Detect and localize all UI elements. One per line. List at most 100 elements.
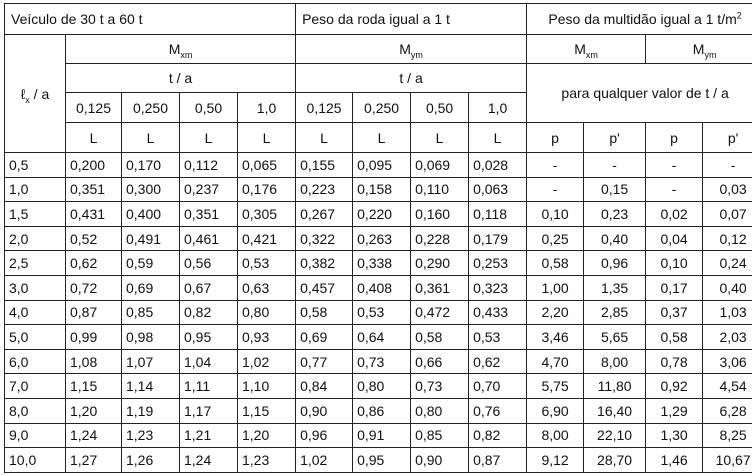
- coefficient-cell: 0,73: [352, 348, 412, 375]
- coefficient-cell: 11,80: [583, 373, 647, 400]
- coefficient-cell: -: [526, 176, 585, 203]
- table-row: 0,5 0,200 0,170 0,112 0,065 0,155 0,095 0,069 0,…: [4, 152, 752, 178]
- coefficient-cell: 0,37: [645, 299, 704, 326]
- l-header-cell: L: [352, 122, 412, 154]
- vehicle-ta-header: t / a: [64, 63, 297, 94]
- coefficient-cell: 0,290: [410, 250, 470, 277]
- coefficient-cell: 0,433: [468, 299, 528, 326]
- l-header-cell: L: [65, 122, 122, 154]
- moment-header-row: ℓx / a Mxm Mym Mxm Mym: [4, 34, 752, 154]
- table-row: 8,0 1,20 1,19 1,17 1,15 0,90 0,86 0,80 0,76 6,90 1…: [4, 398, 752, 424]
- coefficient-cell: 0,028: [468, 152, 528, 178]
- coefficient-cell: 0,400: [121, 201, 180, 227]
- moment-coefficients-table: Veículo de 30 t a 60 t Peso da roda igua…: [3, 2, 752, 473]
- coefficient-cell: 1,04: [179, 348, 238, 375]
- lx-subscript: x: [25, 94, 30, 105]
- coefficient-cell: 1,07: [121, 348, 180, 375]
- coefficient-cell: 0,82: [179, 299, 238, 326]
- coefficient-cell: 0,98: [121, 324, 180, 350]
- coefficient-cell: 0,176: [236, 176, 297, 203]
- lx-value-cell: 1,0: [4, 176, 66, 203]
- coefficient-cell: 0,160: [410, 201, 470, 227]
- wheel-group-header: Peso da roda igual a 1 t: [295, 2, 528, 36]
- mxm-subscript: xm: [585, 49, 598, 60]
- coefficient-cell: 0,305: [236, 201, 297, 227]
- coefficient-cell: 0,25: [526, 225, 585, 252]
- coefficient-cell: 0,253: [468, 250, 528, 277]
- coefficient-cell: 0,64: [352, 324, 412, 350]
- p-prime-header-cell: p': [583, 122, 647, 154]
- lx-value-cell: 4,0: [4, 299, 66, 326]
- coefficient-cell: 0,95: [179, 324, 238, 350]
- coefficient-cell: 0,85: [121, 299, 180, 326]
- coefficient-cell: 0,85: [410, 422, 470, 449]
- coefficient-cell: 0,07: [702, 201, 752, 227]
- coefficient-cell: 1,02: [295, 447, 354, 473]
- coefficient-cell: 1,24: [179, 447, 238, 473]
- coefficient-cell: -: [526, 152, 585, 178]
- ratio-header-cell: 1,0: [468, 92, 528, 124]
- ratio-header-cell: 1,0: [236, 92, 297, 124]
- l-header-cell: L: [468, 122, 528, 154]
- coefficient-cell: 1,15: [65, 373, 122, 400]
- coefficient-cell: 0,80: [352, 373, 412, 400]
- crowd-mym-header: Mym: [645, 34, 752, 65]
- coefficient-cell: 0,90: [410, 447, 470, 473]
- coefficient-cell: 0,23: [583, 201, 647, 227]
- coefficient-cell: 2,03: [702, 324, 752, 350]
- p-header-cell: p: [645, 122, 704, 154]
- coefficient-cell: 0,76: [468, 398, 528, 424]
- coefficient-cell: 0,491: [121, 225, 180, 252]
- coefficient-cell: 0,58: [295, 299, 354, 326]
- lx-value-cell: 1,5: [4, 201, 66, 227]
- coefficient-cell: 0,10: [645, 250, 704, 277]
- wheel-ta-header: t / a: [295, 63, 528, 94]
- coefficient-cell: 0,59: [121, 250, 180, 277]
- coefficient-cell: 0,431: [65, 201, 122, 227]
- coefficient-cell: 0,87: [468, 447, 528, 473]
- coefficient-cell: 0,63: [236, 275, 297, 301]
- coefficient-cell: 0,58: [645, 324, 704, 350]
- coefficient-cell: 0,66: [410, 348, 470, 375]
- coefficient-cell: 0,118: [468, 201, 528, 227]
- coefficient-cell: 0,78: [645, 348, 704, 375]
- coefficient-cell: 0,200: [65, 152, 122, 178]
- coefficient-cell: 0,267: [295, 201, 354, 227]
- vehicle-group-header: Veículo de 30 t a 60 t: [3, 2, 297, 36]
- table-row: 9,0 1,24 1,23 1,21 1,20 0,96 0,91 0,85 0,82 8,00 2…: [4, 422, 752, 449]
- coefficient-cell: 0,53: [468, 324, 528, 350]
- p-header-cell: p: [526, 122, 585, 154]
- ratio-header-cell: 0,250: [121, 92, 180, 124]
- coefficient-cell: 2,85: [583, 299, 647, 326]
- coefficient-cell: -: [645, 152, 704, 178]
- m-symbol: M: [399, 41, 411, 58]
- l-header-cell: L: [179, 122, 238, 154]
- coefficient-cell: 0,361: [410, 275, 470, 301]
- coefficient-cell: 0,52: [65, 225, 122, 252]
- coefficient-cell: 0,04: [645, 225, 704, 252]
- coefficient-cell: 1,17: [179, 398, 238, 424]
- coefficient-cell: 0,158: [352, 176, 412, 203]
- coefficient-cell: 0,12: [702, 225, 752, 252]
- coefficient-cell: 0,40: [583, 225, 647, 252]
- coefficient-cell: 0,92: [645, 373, 704, 400]
- coefficient-cell: 0,10: [526, 201, 585, 227]
- l-header-cell: L: [295, 122, 354, 154]
- coefficient-cell: 0,02: [645, 201, 704, 227]
- coefficient-cell: 0,065: [236, 152, 297, 178]
- coefficient-cell: 10,67: [702, 447, 752, 473]
- coefficient-cell: 0,220: [352, 201, 412, 227]
- coefficient-cell: 1,26: [121, 447, 180, 473]
- table-row: 2,5 0,62 0,59 0,56 0,53 0,382 0,338 0,290 0,253 0…: [4, 250, 752, 277]
- coefficient-cell: 1,23: [236, 447, 297, 473]
- lx-value-cell: 0,5: [4, 152, 66, 178]
- coefficient-cell: 0,237: [179, 176, 238, 203]
- coefficient-cell: 0,77: [295, 348, 354, 375]
- coefficient-cell: 1,02: [236, 348, 297, 375]
- coefficient-cell: 1,11: [179, 373, 238, 400]
- lx-rest: / a: [29, 85, 50, 102]
- coefficient-cell: 0,110: [410, 176, 470, 203]
- table-row: 2,0 0,52 0,491 0,461 0,421 0,322 0,263 0,228 0,1…: [4, 225, 752, 252]
- m-symbol: M: [574, 41, 586, 58]
- mym-subscript: ym: [704, 49, 717, 60]
